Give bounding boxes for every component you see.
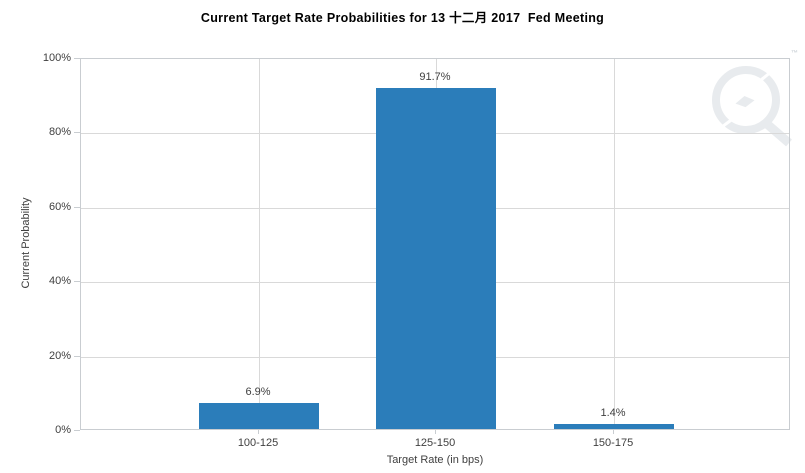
y-axis-tick-label: 80% [48,126,71,138]
y-axis-tick-100 [74,58,80,59]
bar-125-150 [376,88,496,429]
bar-100-125 [199,403,319,429]
y-axis-tick-60 [74,207,80,208]
bar-value-label: 91.7% [419,71,451,83]
bar-value-label: 1.4% [600,407,626,419]
y-axis-tick-20 [74,356,80,357]
x-axis-tick [435,430,436,434]
y-axis-tick-label: 0% [55,424,71,436]
y-axis-tick-label: 60% [48,201,71,213]
bar-value-label: 6.9% [245,386,271,398]
gridline-vertical [614,59,615,429]
trademark-symbol: ™ [791,50,799,57]
y-axis-tick-80 [74,132,80,133]
plot-area [80,58,790,430]
y-axis-tick-40 [74,281,80,282]
x-axis-tick-label: 150-175 [592,437,634,449]
x-axis-tick-label: 125-150 [414,437,456,449]
gridline-vertical [259,59,260,429]
y-axis-tick-label: 20% [48,350,71,362]
x-axis-tick-label: 100-125 [237,437,279,449]
y-axis-tick-0 [74,430,80,431]
x-axis-tick [613,430,614,434]
y-axis-tick-label: 100% [42,52,71,64]
x-axis-title: Target Rate (in bps) [386,454,484,466]
x-axis-tick [258,430,259,434]
chart-title: Current Target Rate Probabilities for 13… [200,11,605,25]
y-axis-tick-label: 40% [48,275,71,287]
bar-150-175 [554,424,674,429]
